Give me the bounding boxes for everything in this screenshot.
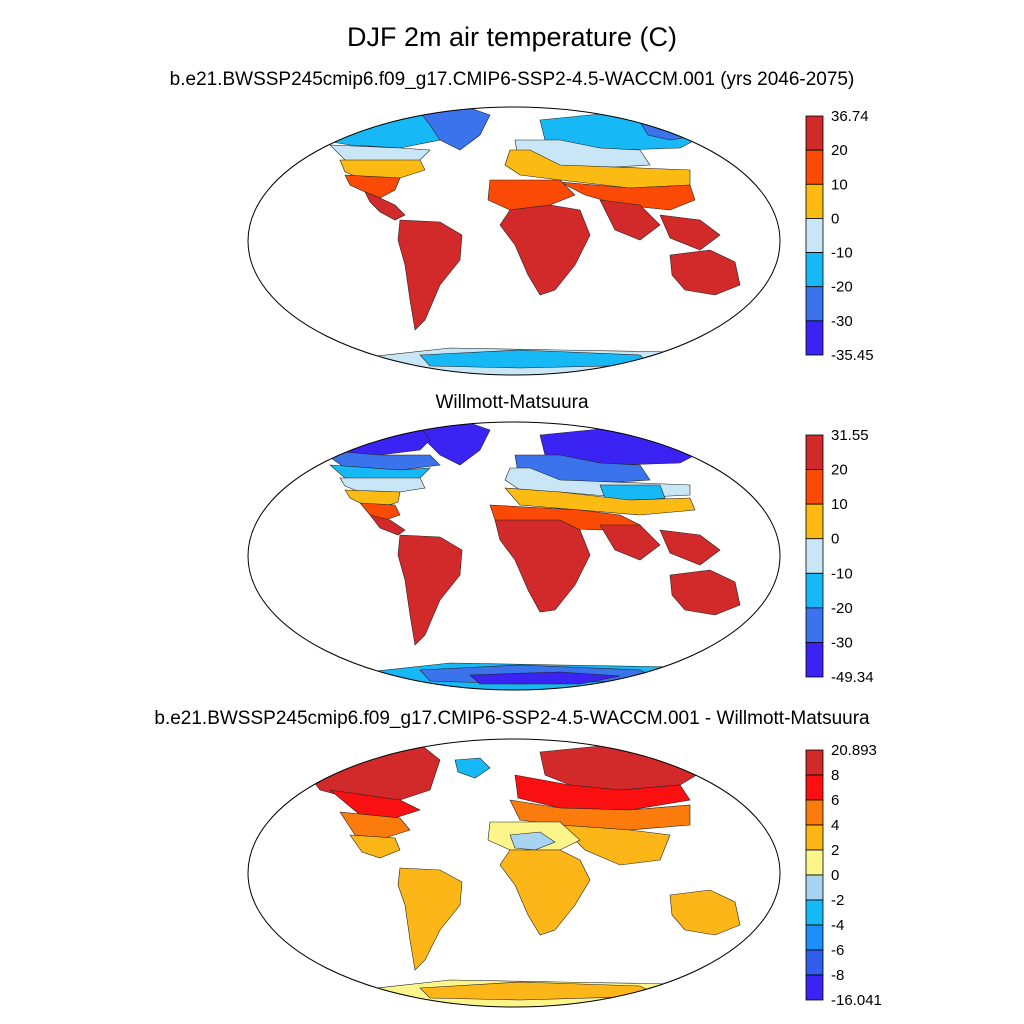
colorbar-swatch [805,503,824,540]
colorbar-label: -8 [831,967,844,984]
panel-diff-title: b.e21.BWSSP245cmip6.f09_g17.CMIP6-SSP2-4… [154,708,870,729]
colorbar-label: -35.45 [831,347,874,364]
land-region [494,519,591,613]
land-region [299,111,441,149]
colorbar-label: 36.74 [831,108,869,125]
land-region [304,426,431,456]
land-region [397,867,463,971]
colorbar-swatch [805,252,824,288]
colorbar-label: 20 [831,142,848,159]
colorbar-swatch [805,899,824,926]
colorbar-label: -10 [831,565,853,582]
land-region [559,181,696,211]
map-border [247,738,781,1008]
colorbar-swatch [805,974,824,1001]
land-region [364,191,406,221]
colorbar-label: 8 [831,767,839,784]
colorbar-label: -4 [831,917,844,934]
colorbar-label: 0 [831,531,839,548]
panel-obs-title: Willmott-Matsuura [435,392,589,413]
colorbar-swatch [805,642,824,678]
colorbar-label: 6 [831,792,839,809]
land-region [397,219,463,331]
colorbar-swatch [805,607,824,643]
colorbar-label: 20.893 [831,742,877,759]
colorbars: 36.7420100-10-20-30-35.4531.5520100-10-2… [805,108,882,1009]
land-region [397,534,463,646]
colorbar-swatch [805,149,824,185]
land-region [659,214,721,251]
land-region [514,774,691,811]
land-region [469,671,621,685]
colorbar-label: 31.55 [831,427,869,444]
land-region [359,502,401,521]
colorbar-label: -30 [831,313,853,330]
map-panel-obs [247,421,781,691]
land-region [599,199,661,241]
map-panel-model [247,106,781,376]
map-border [247,421,781,691]
land-region [328,789,421,819]
land-region [599,524,661,561]
colorbar-swatch [805,469,824,505]
colorbar-swatch [805,434,824,470]
colorbar-label: 20 [831,462,848,479]
colorbar-swatch [805,538,824,574]
colorbar-obs: 31.55 20 10 0 -10 -20 -30 -49.34 [805,427,874,686]
land-region [504,487,696,516]
colorbar-swatch [805,924,824,951]
colorbar-swatch [805,320,824,356]
land-region [559,824,671,866]
colorbar-label: -49.34 [831,669,874,686]
land-region [369,514,406,536]
colorbar-swatch [805,115,824,151]
land-region [509,831,556,851]
map-border [247,106,781,376]
colorbar-label: 2 [831,842,839,859]
map-panel-diff [247,738,781,1008]
land-region [339,811,411,839]
colorbar-label: -20 [831,279,853,296]
colorbar-swatch [805,286,824,322]
colorbar-swatch [805,824,824,851]
colorbar-label: 10 [831,176,848,193]
colorbar-label: -20 [831,600,853,617]
colorbar-diff: 20.893 8 6 4 2 0 -2 -4 -6 -8 -16.041 [805,742,882,1009]
colorbar-label: 4 [831,817,839,834]
colorbar-label: 10 [831,496,848,513]
colorbar-label: -16.041 [831,992,882,1009]
land-region [659,529,721,566]
colorbar-swatch [805,572,824,609]
colorbar-label: 0 [831,867,839,884]
colorbar-swatch [805,218,824,253]
colorbar-swatch [805,849,824,876]
land-region [669,889,741,936]
colorbar-swatch [805,874,824,901]
colorbar-swatch [805,749,824,776]
land-region [349,834,401,859]
colorbar-label: -6 [831,942,844,959]
colorbar-label: 0 [831,210,839,227]
land-region [499,204,591,296]
land-region [669,249,741,296]
colorbar-label: -30 [831,634,853,651]
land-region [454,757,491,779]
colorbar-model: 36.74 20 10 0 -10 -20 -30 -35.45 [805,108,874,364]
figure-title: DJF 2m air temperature (C) [346,22,678,52]
land-region [669,569,741,616]
colorbar-swatch [805,949,824,976]
land-region [499,849,591,936]
panel-model-title: b.e21.BWSSP245cmip6.f09_g17.CMIP6-SSP2-4… [169,69,855,90]
colorbar-swatch [805,183,824,219]
colorbar-swatch [805,799,824,826]
colorbar-label: -10 [831,245,853,262]
colorbar-label: -2 [831,892,844,909]
land-region [304,743,441,801]
colorbar-swatch [805,774,824,801]
